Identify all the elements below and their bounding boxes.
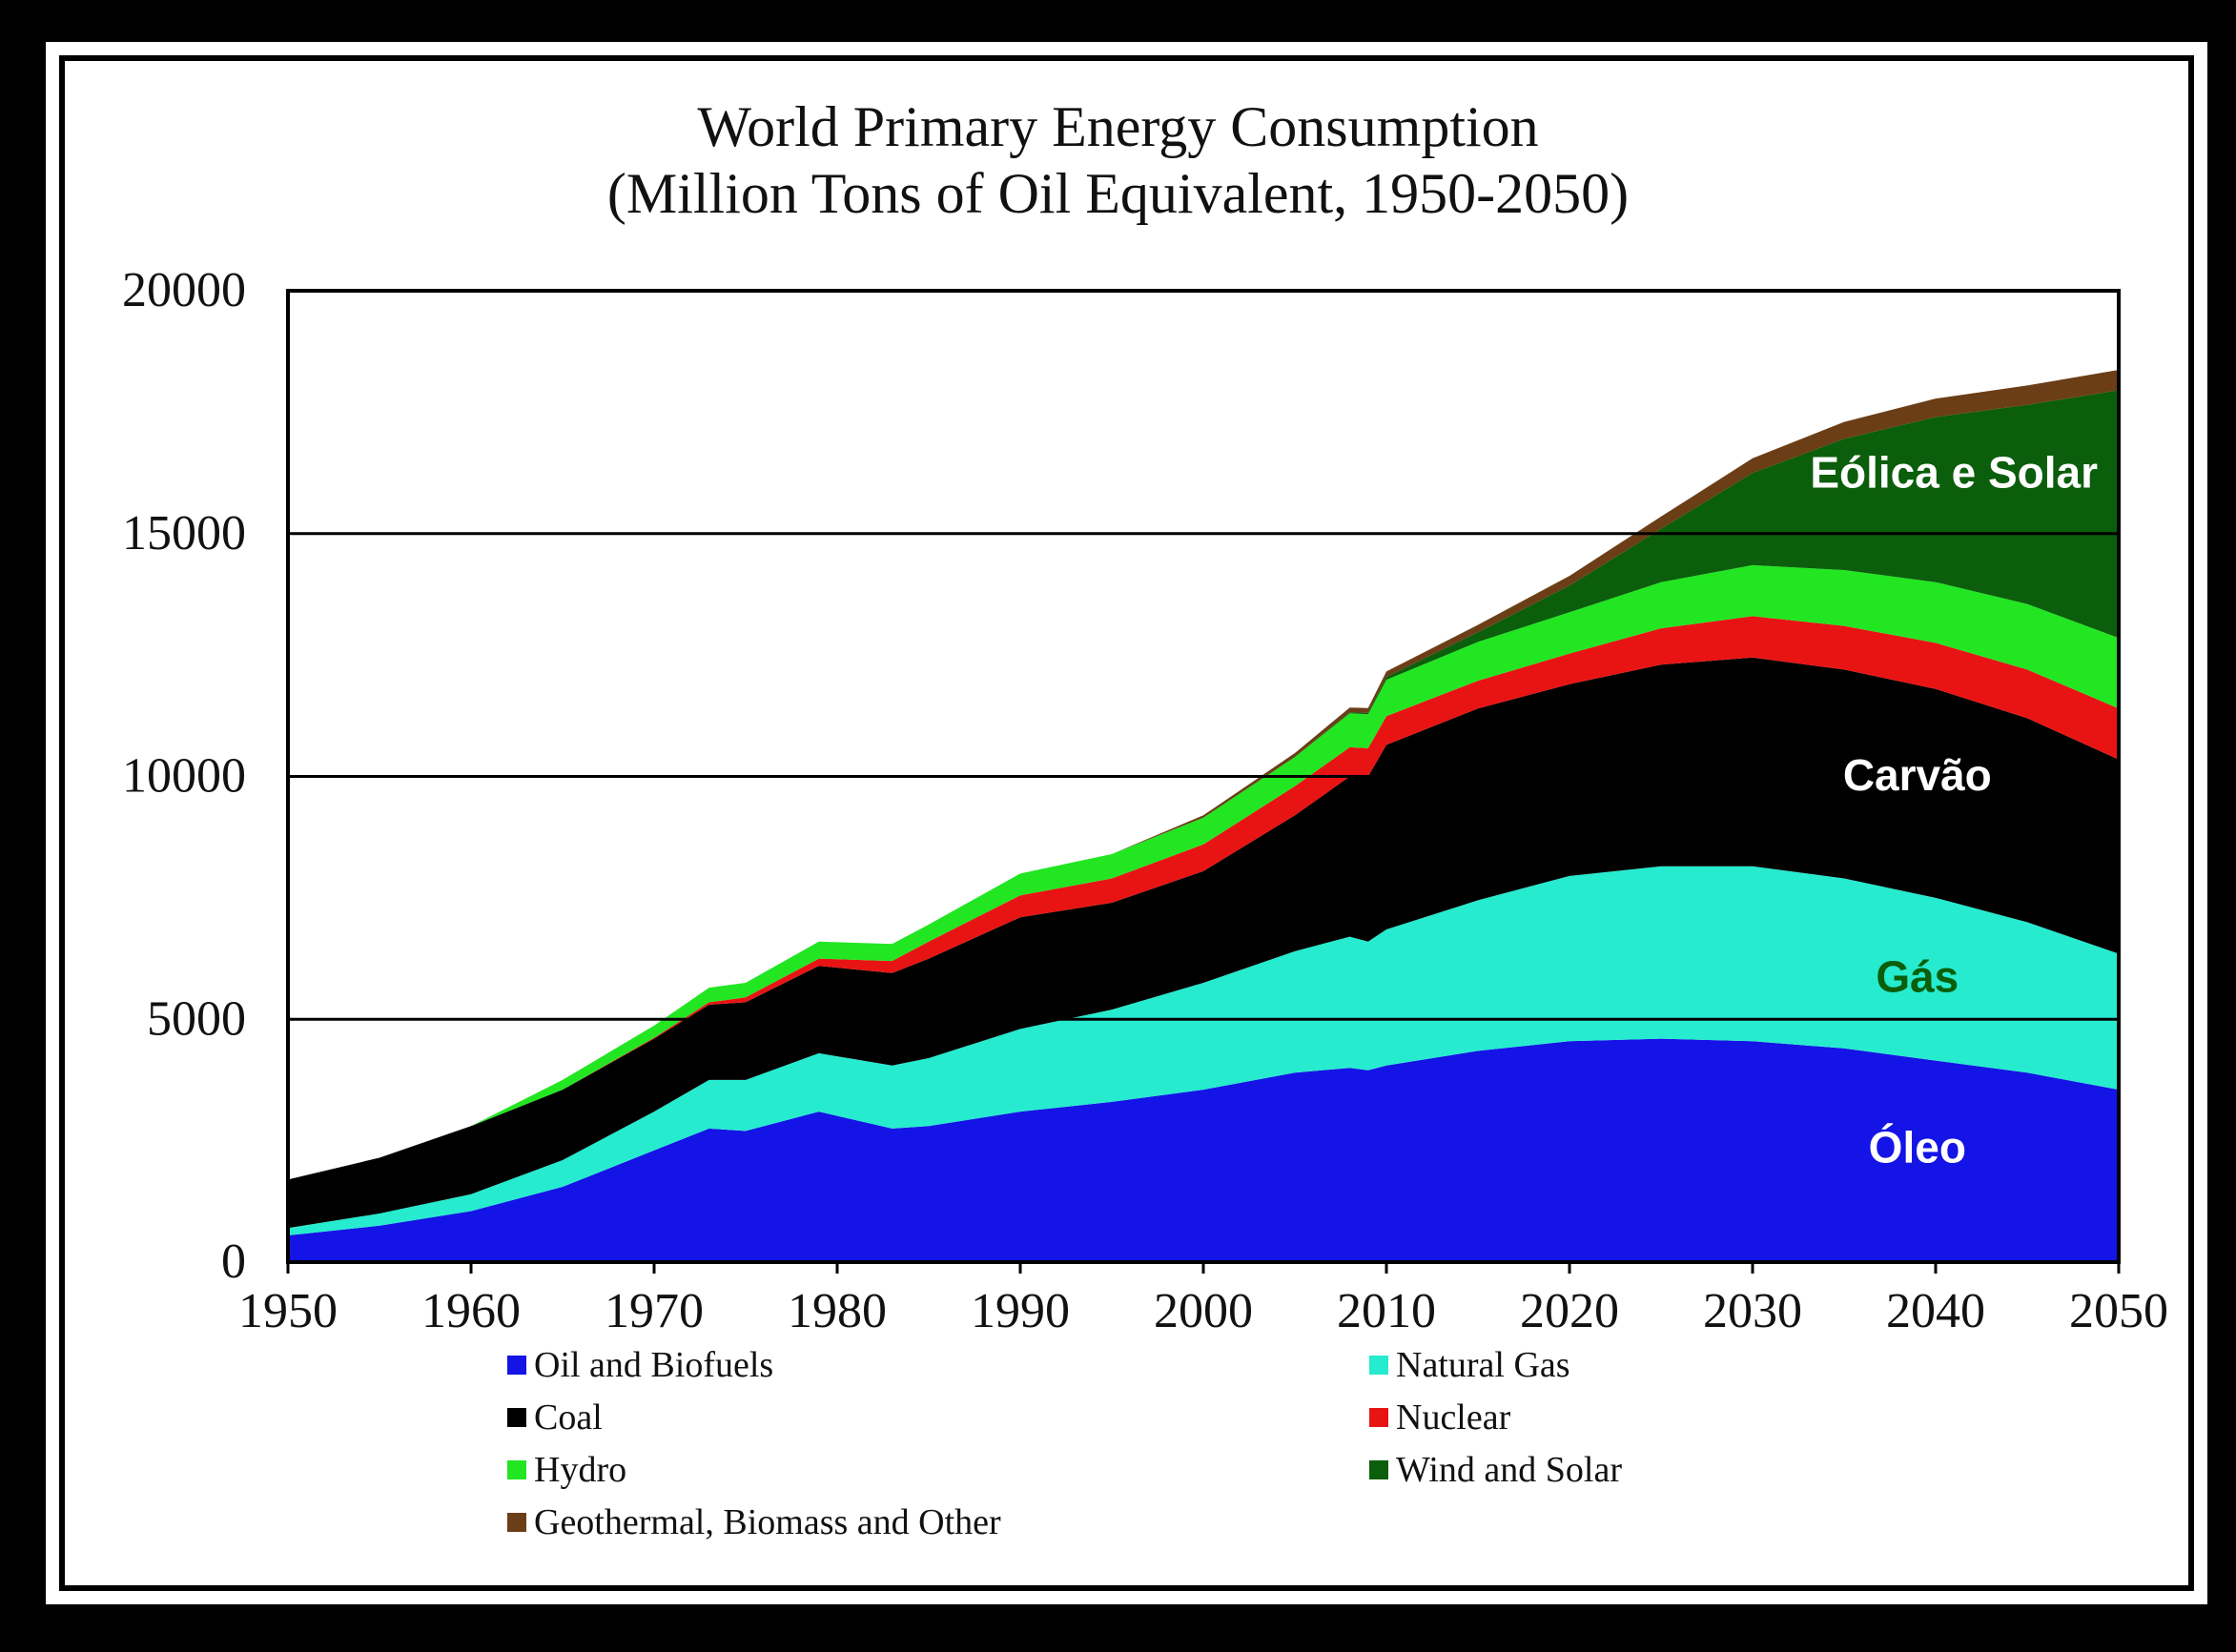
x-tick-label: 1960 — [421, 1284, 521, 1338]
area-series-group — [288, 370, 2119, 1262]
legend-item: Oil and Biofuels — [507, 1344, 773, 1386]
x-tick-label: 1970 — [605, 1284, 704, 1338]
legend-item: Nuclear — [1369, 1397, 1510, 1438]
area-coal — [288, 657, 2119, 1229]
annotations: Eólica e Solar Carvão Gás Óleo — [1810, 447, 2098, 1172]
x-tick-label: 2010 — [1337, 1284, 1436, 1338]
legend-label: Geothermal, Biomass and Other — [534, 1502, 1001, 1542]
chart-title: World Primary Energy Consumption — [697, 95, 1539, 158]
area-natural-gas — [288, 866, 2119, 1235]
x-tick-label: 2050 — [2069, 1284, 2168, 1338]
x-tick-label: 2040 — [1886, 1284, 1985, 1338]
y-axis-ticks: 0 5000 10000 15000 20000 — [122, 263, 246, 1289]
legend-swatch — [507, 1408, 526, 1427]
annotation-label: Gás — [1876, 952, 1959, 1002]
legend-item: Natural Gas — [1369, 1344, 1570, 1386]
legend-swatch — [1369, 1460, 1388, 1479]
x-axis-ticks: 1950 1960 1970 1980 1990 2000 2010 2020 2030 2040… — [238, 1262, 2168, 1338]
x-tick-label: 2020 — [1520, 1284, 1619, 1338]
x-tick-label: 2030 — [1703, 1284, 1802, 1338]
y-tick-label: 5000 — [147, 991, 246, 1046]
legend-swatch — [507, 1356, 526, 1375]
y-tick-label: 15000 — [122, 506, 246, 561]
area-nuclear — [288, 616, 2119, 1180]
area-hydro — [288, 564, 2119, 1180]
legend-label: Nuclear — [1396, 1397, 1511, 1438]
legend-label: Wind and Solar — [1396, 1450, 1622, 1490]
legend-item: Coal — [507, 1397, 603, 1438]
x-tick-label: 2000 — [1154, 1284, 1253, 1338]
x-tick-label: 1990 — [971, 1284, 1070, 1338]
y-tick-label: 0 — [221, 1234, 246, 1289]
area-wind-and-solar — [288, 390, 2119, 1180]
legend-swatch — [507, 1513, 526, 1532]
x-tick-label: 1950 — [238, 1284, 338, 1338]
x-tick-label: 1980 — [788, 1284, 887, 1338]
legend-swatch — [1369, 1356, 1388, 1375]
legend-label: Hydro — [534, 1450, 627, 1490]
area-oil-and-biofuels — [288, 1038, 2119, 1262]
legend-label: Coal — [534, 1397, 603, 1438]
legend-swatch — [1369, 1408, 1388, 1427]
annotation-label: Eólica e Solar — [1810, 447, 2098, 497]
legend-label: Oil and Biofuels — [534, 1345, 774, 1385]
gridlines — [288, 532, 2119, 1021]
annotation-label: Carvão — [1843, 750, 1992, 800]
legend-swatch — [507, 1460, 526, 1479]
chart-subtitle: (Million Tons of Oil Equivalent, 1950-20… — [606, 162, 1630, 225]
legend-item: Geothermal, Biomass and Other — [507, 1501, 1001, 1543]
y-tick-label: 20000 — [122, 263, 246, 317]
legend-label: Natural Gas — [1396, 1345, 1570, 1385]
legend-item: Hydro — [507, 1449, 626, 1491]
annotation-label: Óleo — [1869, 1123, 1966, 1173]
legend-item: Wind and Solar — [1369, 1449, 1622, 1491]
y-tick-label: 10000 — [122, 749, 246, 804]
